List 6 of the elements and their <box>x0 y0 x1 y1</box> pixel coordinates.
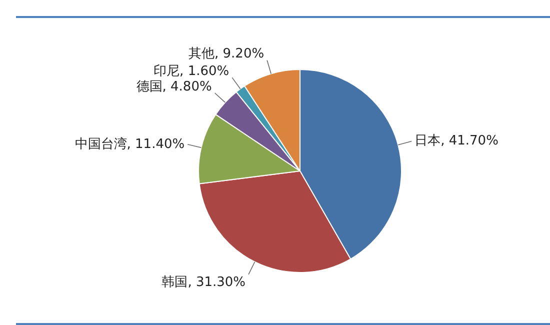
slice-label: 韩国, 31.30% <box>162 274 246 290</box>
slice-label: 印尼, 1.60% <box>154 64 230 79</box>
slice-label: 日本, 41.70% <box>414 134 498 149</box>
slice-label: 其他, 9.20% <box>188 46 264 62</box>
slice-label: 德国, 4.80% <box>136 79 212 94</box>
slice-label: 中国台湾, 11.40% <box>74 136 185 152</box>
